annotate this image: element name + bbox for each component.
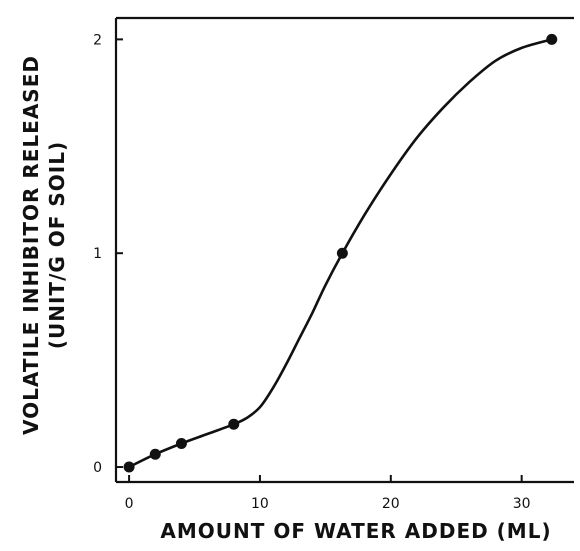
x-tick-label: 30 — [513, 496, 531, 512]
data-point — [123, 461, 135, 473]
data-point — [175, 438, 187, 450]
data-point — [149, 448, 161, 460]
chart-ticks — [116, 38, 523, 482]
y-tick-label: 1 — [93, 246, 102, 262]
x-axis-title: AMOUNT OF WATER ADDED (ML) — [160, 519, 551, 543]
y-axis-title-line1: VOLATILE INHIBITOR RELEASED — [19, 55, 43, 435]
x-tick-label: 10 — [251, 496, 269, 512]
y-tick-label: 0 — [93, 460, 102, 476]
data-point — [546, 33, 558, 45]
x-tick-label: 0 — [125, 496, 134, 512]
x-tick-label: 20 — [382, 496, 400, 512]
data-point — [228, 418, 240, 430]
data-points — [123, 33, 558, 473]
y-axis-title-line2: (UNIT/G OF SOIL) — [45, 141, 69, 349]
data-point — [336, 247, 348, 259]
y-tick-label: 2 — [93, 32, 102, 48]
data-curve — [128, 38, 553, 469]
chart-axes — [114, 16, 574, 484]
chart-tick-labels: 0 10 20 30 0 1 2 — [93, 32, 530, 512]
